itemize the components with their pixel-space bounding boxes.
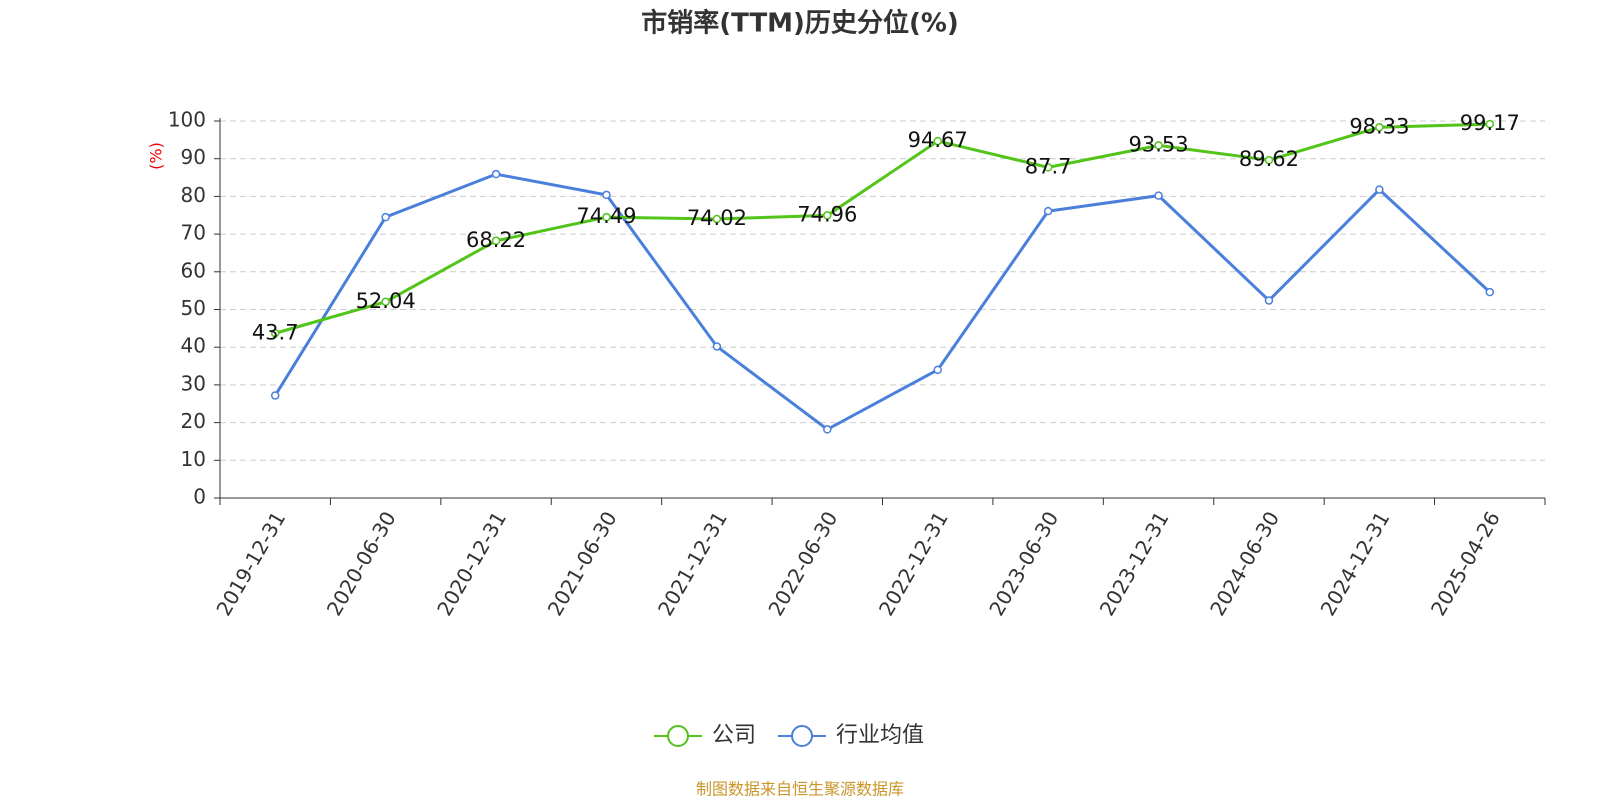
data-point: [1264, 155, 1274, 165]
x-tick-label: 2024-06-30: [1205, 507, 1284, 620]
data-point: [270, 391, 280, 400]
x-tick-label: 2021-12-31: [653, 507, 732, 620]
data-point: [823, 211, 832, 220]
data-point: [1375, 123, 1384, 132]
data-point: [1043, 163, 1053, 172]
y-tick-label: 10: [181, 447, 206, 471]
legend-item: 公司: [654, 723, 756, 748]
x-tick-label: 2025-04-26: [1426, 507, 1505, 620]
data-point: [602, 190, 611, 200]
legend-item: 行业均值: [778, 723, 924, 748]
data-point: [712, 214, 722, 224]
x-tick-label: 2020-06-30: [322, 507, 401, 620]
data-point: [1043, 206, 1053, 216]
source-note: 制图数据来自恒生聚源数据库: [696, 780, 904, 799]
data-label: 74.02: [687, 206, 747, 230]
x-tick-label: 2022-12-31: [874, 507, 953, 620]
data-point: [933, 136, 942, 146]
y-tick-label: 20: [181, 409, 206, 433]
x-tick-label: 2021-06-30: [543, 507, 622, 620]
data-point: [381, 212, 390, 222]
series-line: [274, 122, 1490, 335]
data-point: [712, 342, 722, 351]
data-point: [1154, 141, 1163, 150]
y-tick-label: 40: [181, 334, 206, 358]
data-label: 89.62: [1239, 147, 1299, 171]
data-point: [933, 365, 942, 375]
y-tick-label: 0: [193, 485, 206, 509]
data-point: [270, 329, 280, 338]
y-tick-label: 50: [181, 296, 206, 320]
data-label: 98.33: [1349, 114, 1409, 138]
legend-marker: [667, 725, 689, 747]
y-tick-label: 100: [168, 108, 206, 132]
y-tick-label: 90: [181, 145, 206, 169]
data-label: 74.96: [797, 202, 857, 226]
x-tick-label: 2022-06-30: [763, 507, 842, 620]
data-point: [1485, 119, 1495, 129]
x-tick-label: 2023-12-31: [1095, 507, 1174, 620]
data-point: [381, 297, 390, 307]
x-tick-label: 2019-12-31: [211, 507, 290, 620]
data-label: 68.22: [466, 228, 526, 252]
data-point: [1485, 287, 1495, 297]
chart-title: 市销率(TTM)历史分位(%): [641, 8, 959, 39]
y-tick-label: 60: [181, 258, 206, 282]
x-tick-label: 2020-12-31: [432, 507, 511, 620]
data-label: 52.04: [356, 289, 416, 313]
data-label: 94.67: [908, 128, 968, 152]
x-tick-label: 2023-06-30: [984, 507, 1063, 620]
y-tick-label: 70: [181, 221, 206, 245]
data-point: [823, 425, 832, 434]
data-point: [1375, 185, 1384, 194]
data-label: 99.17: [1460, 111, 1520, 135]
data-point: [602, 212, 611, 222]
legend-label: 公司: [712, 723, 756, 748]
data-label: 93.53: [1128, 132, 1188, 156]
x-tick-label: 2024-12-31: [1316, 507, 1395, 620]
y-tick-label: 30: [181, 371, 206, 395]
data-point: [1154, 191, 1163, 200]
data-point: [491, 169, 501, 179]
data-label: 74.49: [576, 204, 636, 228]
y-axis-label: (%): [147, 142, 166, 170]
data-point: [1264, 296, 1274, 305]
data-point: [491, 236, 501, 246]
data-label: 87.7: [1025, 154, 1072, 178]
data-label: 43.7: [252, 320, 299, 344]
series-line: [273, 172, 1491, 432]
legend-marker: [791, 725, 813, 747]
y-tick-label: 80: [181, 183, 206, 207]
legend-label: 行业均值: [836, 723, 924, 748]
